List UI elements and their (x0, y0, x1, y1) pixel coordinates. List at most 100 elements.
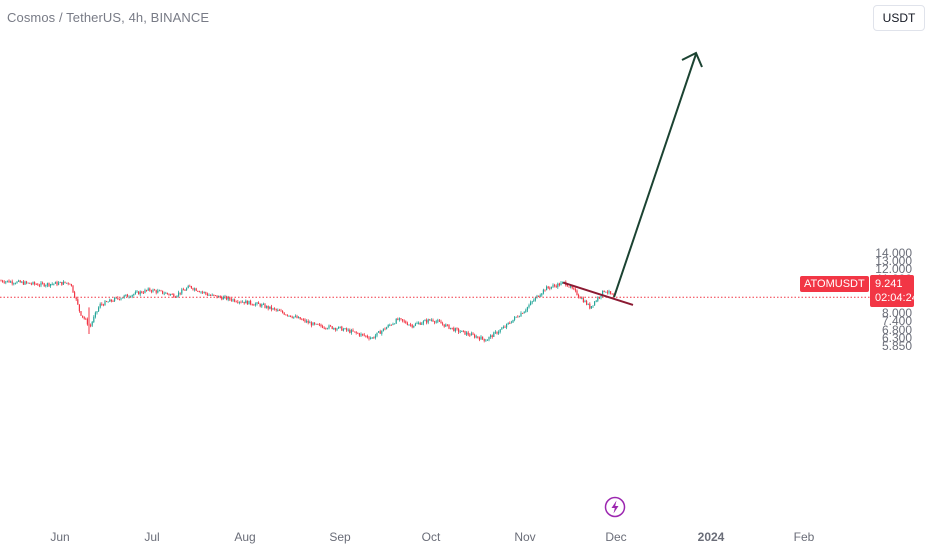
candle-body (163, 293, 165, 295)
candle-body (546, 286, 548, 291)
candle-body (299, 317, 301, 320)
candle-body (13, 283, 15, 285)
candle-body (317, 323, 319, 325)
candle-body (440, 321, 442, 324)
candle-body (477, 336, 479, 338)
candle-body (37, 284, 39, 286)
candle-body (2, 280, 4, 282)
candle-body (370, 338, 372, 339)
candle-body (470, 333, 472, 336)
candle-body (245, 300, 247, 304)
candle-body (232, 299, 234, 301)
candle-body (190, 286, 192, 289)
last-price-value: 9.241 (875, 278, 903, 290)
candle-body (200, 291, 202, 293)
candle-body (186, 288, 188, 291)
trendline-drawing (562, 281, 634, 306)
candle-body (178, 292, 180, 296)
candle-body (555, 285, 557, 288)
candle-body (42, 282, 44, 284)
candle-body (19, 280, 21, 283)
candle-body (566, 285, 568, 287)
candle-body (578, 294, 580, 297)
candle-body (333, 328, 335, 329)
candle-body (538, 295, 540, 297)
candle-body (40, 282, 42, 286)
candle-body (80, 311, 82, 316)
candle-body (155, 290, 157, 293)
candle-body (371, 337, 373, 339)
candle-body (173, 294, 175, 298)
candle-body (426, 320, 428, 323)
candle-body (16, 281, 18, 284)
candle-body (131, 295, 133, 297)
candle-body (450, 327, 452, 329)
candle-body (166, 292, 168, 294)
candle-body (411, 324, 413, 328)
candle-body (514, 317, 516, 320)
candle-body (442, 323, 444, 325)
candle-body (341, 326, 343, 331)
candle-body (226, 296, 228, 300)
candle-body (270, 306, 272, 310)
candle-body (83, 316, 85, 319)
candle-body (400, 318, 402, 320)
candle-body (122, 297, 124, 299)
candle-body (344, 328, 346, 330)
candle-body (339, 326, 341, 328)
time-tick-label: Dec (605, 530, 627, 544)
candle-body (427, 319, 429, 323)
candle-body (502, 326, 504, 329)
candle-body (29, 282, 31, 284)
time-tick-label: Oct (421, 530, 441, 544)
candle-body (522, 313, 524, 314)
candle-body (278, 309, 280, 311)
candle-body (448, 324, 450, 329)
projection-arrow-head (681, 51, 703, 68)
candle-body (304, 319, 306, 322)
currency-button[interactable]: USDT (873, 5, 925, 31)
candle-body (210, 295, 212, 296)
candle-body (486, 339, 488, 341)
candle-body (438, 320, 440, 322)
candle-body (410, 324, 412, 326)
candle-body (98, 307, 100, 312)
candle-body (378, 331, 380, 333)
candle-body (157, 290, 159, 293)
candle-body (154, 289, 156, 291)
candle-body (259, 303, 261, 307)
candle-body (598, 297, 600, 299)
candle-body (267, 305, 269, 309)
candle-body (416, 323, 418, 325)
candle-body (142, 292, 144, 294)
candle-body (523, 311, 525, 314)
time-tick-label: Feb (793, 530, 815, 544)
candle-body (99, 303, 101, 308)
candle-body (552, 285, 554, 287)
candle-body (133, 294, 135, 296)
candle-body (141, 291, 143, 293)
candle-body (325, 327, 327, 329)
candle-body (562, 282, 564, 283)
candle-body (608, 291, 610, 293)
candle-body (229, 297, 231, 300)
candle-body (390, 324, 392, 326)
candle-body (365, 335, 367, 337)
candle-body (542, 289, 544, 294)
candle-body (466, 332, 468, 335)
candle-body (114, 298, 116, 302)
candle-body (123, 295, 125, 298)
candle-body (469, 334, 471, 336)
candle-body (568, 286, 570, 288)
candle-body (125, 294, 127, 296)
candle-body (437, 320, 439, 322)
candle-body (112, 301, 114, 302)
candle-body (323, 327, 325, 329)
lightning-bolt-icon[interactable] (604, 496, 626, 518)
candle-body (382, 328, 384, 331)
candle-body (104, 301, 106, 306)
price-tick-label: 12.000 (875, 262, 912, 277)
candle-body (102, 304, 104, 306)
candle-body (384, 328, 386, 330)
